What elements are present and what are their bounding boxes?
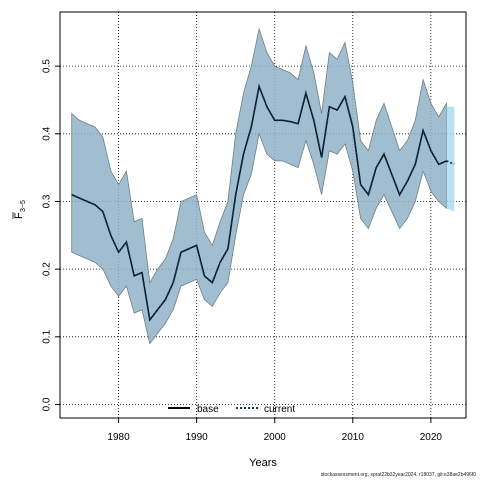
line-current	[71, 83, 455, 323]
x-axis-title: Years	[249, 457, 277, 469]
y-axis: 0.0 0.1 0.2 0.3 0.4 0.5	[42, 59, 60, 411]
x-tick-label: 1980	[107, 432, 130, 443]
x-tick-label: 2020	[420, 432, 443, 443]
y-axis-title-main: F	[13, 212, 25, 219]
y-tick-label: 0.0	[42, 397, 53, 411]
y-tick-label: 0.2	[42, 262, 53, 276]
band-base	[71, 27, 447, 345]
y-tick-label: 0.3	[42, 194, 53, 208]
confidence-bands	[71, 27, 455, 345]
y-tick-label: 0.5	[42, 59, 53, 73]
y-axis-title-sub: 3−5	[20, 200, 27, 212]
x-axis: 1980 1990 2000 2010 2020	[107, 418, 442, 443]
legend-label-current: current	[264, 404, 295, 415]
y-tick-label: 0.1	[42, 329, 53, 343]
legend: base current	[168, 404, 295, 415]
band-current	[446, 106, 455, 212]
series-lines	[71, 83, 455, 323]
x-tick-label: 2000	[264, 432, 287, 443]
x-tick-label: 1990	[186, 432, 209, 443]
footer-credit: stockassessment.org, sprat22b32year2024,…	[320, 472, 476, 478]
plot-frame	[59, 11, 467, 419]
y-axis-title: F 3−5	[12, 200, 27, 219]
legend-label-base: base	[197, 404, 219, 415]
x-tick-label: 2010	[342, 432, 365, 443]
y-tick-label: 0.4	[42, 126, 53, 140]
